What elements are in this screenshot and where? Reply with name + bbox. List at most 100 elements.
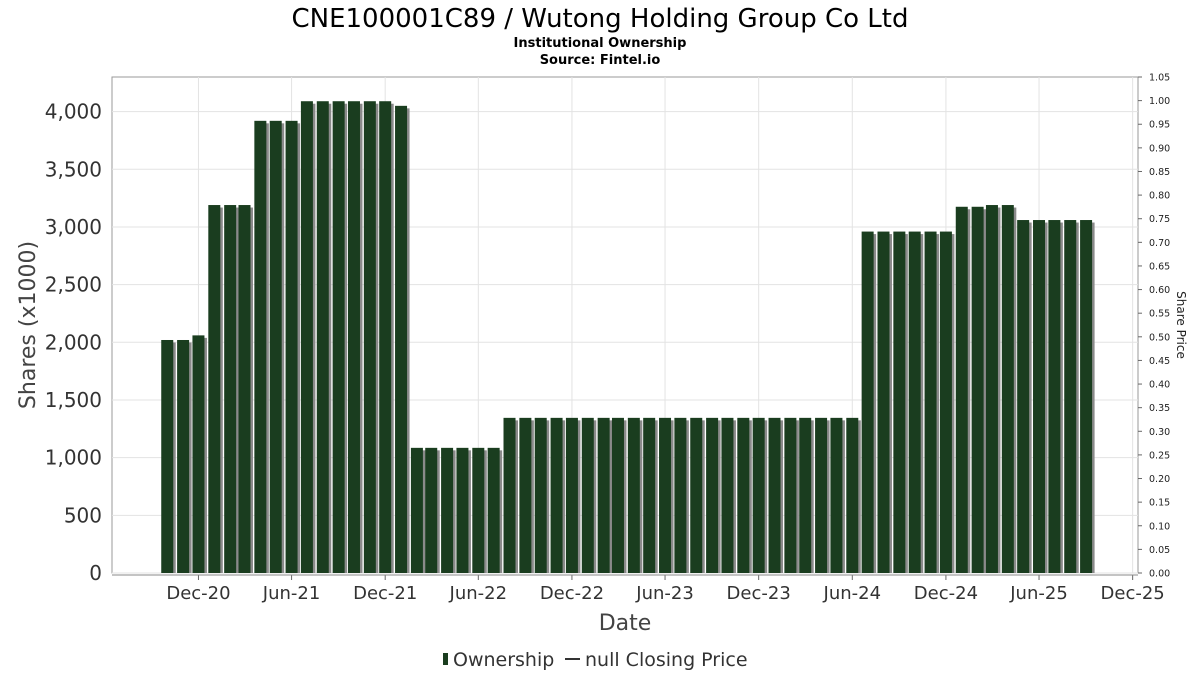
bar-fill — [752, 417, 765, 573]
ownership-bar — [893, 231, 908, 573]
ownership-bar — [1033, 220, 1048, 573]
y2-tick-label: 0.20 — [1149, 474, 1170, 485]
ownership-bar — [332, 101, 348, 573]
y2-tick-label: 1.00 — [1149, 96, 1170, 107]
ownership-bar — [503, 417, 519, 573]
bar-fill — [1048, 220, 1061, 573]
y2-axis-label: Share Price — [1174, 291, 1188, 359]
y-tick-label: 0 — [89, 561, 102, 585]
ownership-bar — [939, 231, 955, 573]
y2-tick-label: 0.70 — [1149, 238, 1170, 249]
x-tick-label: Dec-24 — [914, 583, 978, 604]
ownership-bar — [177, 339, 192, 573]
bar-fill — [395, 105, 408, 573]
y2-tick-label: 0.35 — [1149, 403, 1170, 414]
bar-fill — [971, 206, 984, 573]
ownership-bar — [955, 206, 971, 573]
y2-tick-label: 0.65 — [1149, 261, 1170, 272]
chart-subtitle: Institutional Ownership — [514, 36, 687, 51]
bar-fill — [830, 417, 843, 573]
share-price-axis-ticks: 0.00 0.05 0.10 0.15 0.20 0.25 0.30 0.35 0.40 0.45… — [1138, 73, 1170, 580]
bar-fill — [519, 417, 532, 573]
y2-tick-label: 0.85 — [1149, 167, 1170, 178]
ownership-bar — [752, 417, 768, 573]
bar-fill — [472, 447, 485, 573]
ownership-bar — [908, 231, 924, 573]
bar-fill — [285, 120, 298, 574]
bar-fill — [1017, 220, 1030, 573]
x-tick-label: Jun-23 — [635, 583, 694, 604]
y2-tick-label: 0.90 — [1149, 143, 1170, 154]
bar-fill — [534, 417, 547, 573]
ownership-bar — [768, 417, 784, 573]
ownership-bar — [395, 105, 410, 573]
ownership-bar — [861, 231, 877, 573]
ownership-bar — [565, 417, 581, 573]
bar-fill — [659, 417, 672, 573]
bar-fill — [861, 231, 874, 573]
ownership-bar — [208, 205, 223, 573]
y2-tick-label: 0.15 — [1149, 498, 1170, 509]
ownership-bar — [1017, 220, 1032, 573]
bar-fill — [441, 447, 454, 573]
bar-fill — [924, 231, 937, 573]
ownership-bar — [425, 447, 440, 573]
y-tick-label: 2,000 — [45, 330, 102, 354]
y-tick-label: 1,500 — [45, 388, 102, 412]
bar-fill — [550, 417, 563, 573]
ownership-bar — [877, 231, 892, 573]
ownership-bar — [597, 417, 613, 573]
bar-fill — [1080, 220, 1093, 573]
ownership-bar — [161, 339, 176, 573]
bar-fill — [846, 417, 859, 573]
bar-fill — [363, 101, 376, 573]
y2-tick-label: 0.45 — [1149, 356, 1170, 367]
bar-fill — [597, 417, 610, 573]
ownership-bar — [363, 101, 379, 573]
x-axis-label: Date — [599, 611, 652, 636]
x-tick-label: Jun-25 — [1009, 583, 1068, 604]
ownership-bar — [379, 101, 394, 573]
ownership-bar — [690, 417, 705, 573]
x-tick-label: Jun-21 — [262, 583, 321, 604]
bar-fill — [581, 417, 594, 573]
bar-fill — [347, 101, 360, 573]
bar-fill — [503, 417, 516, 573]
bar-fill — [1064, 220, 1077, 573]
legend: Ownership null Closing Price — [443, 649, 748, 671]
bar-fill — [565, 417, 578, 573]
x-tick-label: Dec-25 — [1101, 583, 1165, 604]
ownership-bar — [300, 101, 316, 573]
bar-fill — [379, 101, 392, 573]
ownership-bar — [971, 206, 987, 573]
x-axis-ticks: Dec-20 Jun-21 Dec-21 Jun-22 Dec-22 Jun-23 Dec-… — [166, 575, 1165, 604]
bar-fill — [815, 417, 828, 573]
ownership-bar — [1048, 220, 1063, 573]
ownership-bar — [799, 417, 814, 573]
bar-fill — [611, 417, 624, 573]
ownership-bar — [846, 417, 861, 573]
bar-fill — [300, 101, 313, 573]
y2-tick-label: 0.05 — [1149, 545, 1170, 556]
ownership-bar — [784, 417, 799, 573]
y2-tick-label: 0.10 — [1149, 521, 1170, 532]
y2-tick-label: 0.40 — [1149, 380, 1170, 391]
y-tick-label: 3,000 — [45, 215, 102, 239]
x-tick-label: Jun-22 — [449, 583, 508, 604]
y-tick-label: 3,500 — [45, 157, 102, 181]
bar-fill — [643, 417, 656, 573]
y2-tick-label: 1.05 — [1149, 73, 1170, 84]
bar-fill — [177, 339, 190, 573]
y-tick-label: 500 — [64, 503, 102, 527]
y-axis-ticks: 0 500 1,000 1,500 2,000 2,500 3,000 3,500 4,000 — [45, 100, 102, 585]
bar-fill — [487, 447, 500, 573]
ownership-bar — [192, 335, 207, 573]
bar-fill — [269, 120, 282, 574]
chart-title: CNE100001C89 / Wutong Holding Group Co L… — [291, 4, 908, 34]
ownership-bar — [643, 417, 658, 573]
x-tick-label: Dec-22 — [540, 583, 604, 604]
ownership-bar — [238, 205, 253, 573]
ownership-bar — [1064, 220, 1079, 573]
ownership-bar — [285, 120, 301, 574]
